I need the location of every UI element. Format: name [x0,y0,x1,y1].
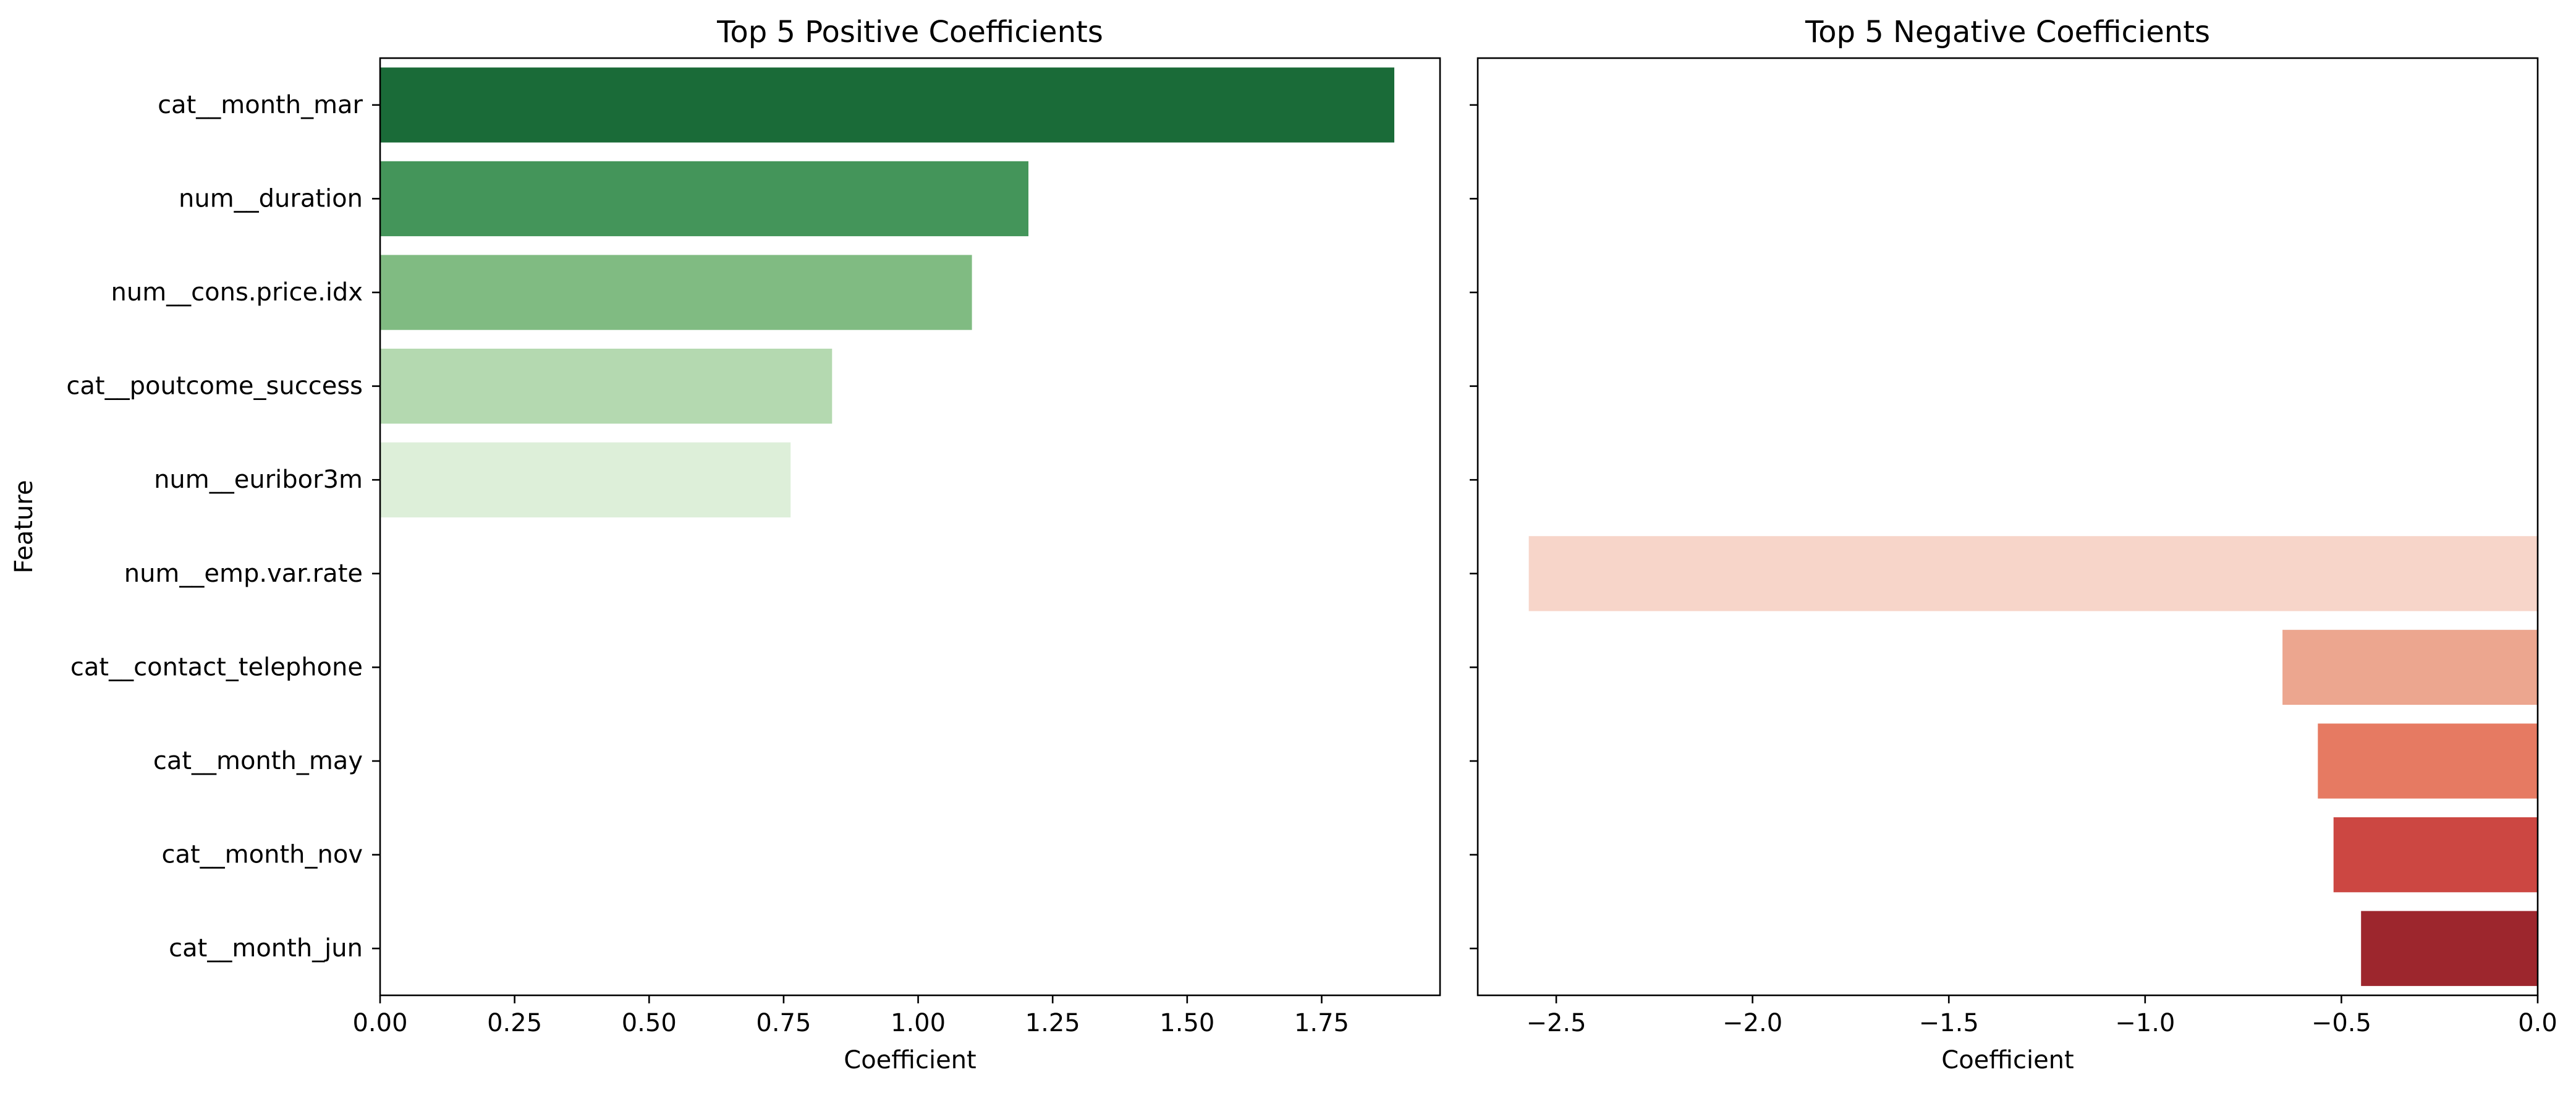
bar-cat-month-mar [380,67,1394,143]
x-tick-label: 0.75 [756,1009,811,1037]
negative-x-axis-label: Coefficient [1941,1046,2074,1074]
x-tick-label: −1.5 [1919,1009,1979,1037]
bar-cat-poutcome-success [380,349,833,424]
negative-chart-title: Top 5 Negative Coefficients [1805,15,2210,49]
bar-num-cons-price-idx [380,255,972,330]
positive-bars [380,67,1394,517]
y-tick-label: cat__poutcome_success [66,372,363,401]
bar-cat-contact-telephone [2282,629,2538,705]
bar-num-duration [380,161,1028,237]
negative-coefficients-panel: −2.5 −2.0 −1.5 −1.0 −0.5 0.0 Top 5 Negative C… [1470,15,2557,1074]
bar-cat-month-jun [2361,911,2538,986]
positive-y-axis: cat__month_mar num__duration num__cons.pri… [66,91,380,963]
y-tick-label: cat__month_jun [169,934,363,963]
y-tick-label: cat__month_mar [158,91,363,119]
positive-plot-frame [379,57,1441,997]
x-tick-label: 1.00 [891,1009,946,1037]
bar-num-emp-var-rate [1528,536,2538,611]
x-tick-label: 0.50 [622,1009,677,1037]
x-tick-label: −2.5 [1526,1009,1586,1037]
negative-x-axis: −2.5 −2.0 −1.5 −1.0 −0.5 0.0 [1526,995,2557,1037]
y-tick-label: num__cons.price.idx [111,278,363,307]
y-tick-label: cat__contact_telephone [70,653,363,681]
y-tick-label: num__euribor3m [154,466,363,494]
x-tick-label: 0.25 [487,1009,542,1037]
y-axis-label: Feature [10,480,38,573]
x-tick-label: 1.50 [1159,1009,1214,1037]
negative-bars [1528,536,2538,986]
y-tick-label: cat__month_nov [161,841,363,869]
bar-cat-month-may [2318,723,2538,799]
bar-num-euribor3m [380,442,791,517]
positive-x-axis-label: Coefficient [844,1046,976,1074]
x-tick-label: 1.75 [1294,1009,1349,1037]
x-tick-label: 0.00 [352,1009,407,1037]
x-tick-label: −0.5 [2311,1009,2371,1037]
y-tick-label: num__emp.var.rate [124,559,363,588]
positive-x-axis: 0.00 0.25 0.50 0.75 1.00 1.25 1.50 1.75 [352,995,1349,1037]
x-tick-label: 1.25 [1025,1009,1080,1037]
x-tick-label: −2.0 [1722,1009,1782,1037]
bar-cat-month-nov [2333,817,2538,893]
x-tick-label: 0.0 [2518,1009,2557,1037]
x-tick-label: −1.0 [2115,1009,2175,1037]
y-tick-label: num__duration [179,184,363,213]
y-tick-label: cat__month_may [153,747,363,775]
negative-plot-frame [1477,57,2539,997]
positive-coefficients-panel: cat__month_mar num__duration num__cons.pri… [10,15,1441,1074]
positive-chart-title: Top 5 Positive Coefficients [716,15,1103,49]
negative-y-axis [1470,104,1478,950]
